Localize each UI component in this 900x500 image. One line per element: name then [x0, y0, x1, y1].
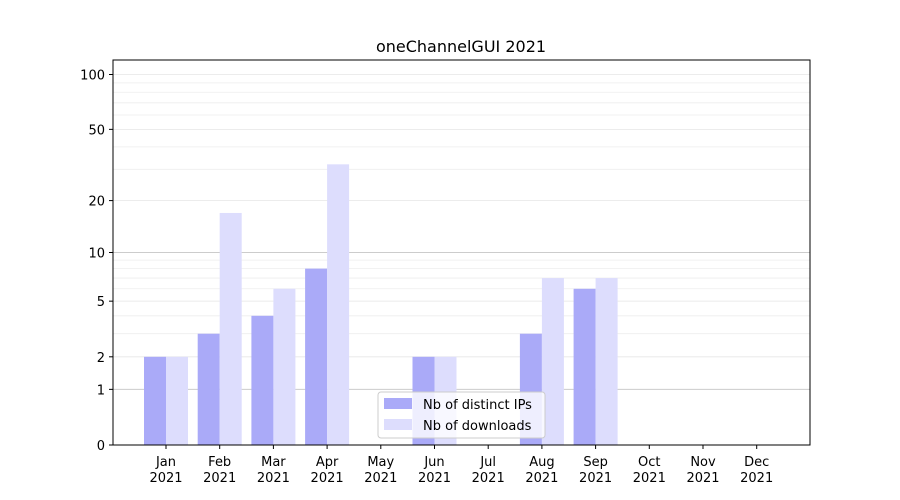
legend-swatch: [384, 419, 412, 430]
x-tick-label-year: 2021: [579, 471, 612, 486]
legend-box: [377, 391, 546, 439]
bar-ips-jan: [144, 356, 166, 445]
x-tick-label-month: Feb: [208, 455, 231, 470]
x-tick-label-month: Mar: [261, 455, 286, 470]
x-tick-label-month: Oct: [638, 455, 660, 470]
bar-downloads-mar: [273, 288, 296, 445]
y-tick-label: 5: [97, 295, 105, 310]
chart-title: oneChannelGUI 2021: [376, 37, 546, 56]
y-tick-label: 1: [97, 383, 105, 398]
bar-ips-feb: [197, 333, 220, 445]
y-tick-label: 100: [80, 69, 105, 84]
bar-ips-mar: [251, 315, 274, 445]
y-tick-label: 0: [97, 439, 105, 454]
x-tick-label-month: Nov: [690, 455, 716, 470]
x-tick-label-year: 2021: [686, 471, 719, 486]
legend-label: Nb of downloads: [423, 419, 532, 434]
x-tick-label-month: Jan: [155, 455, 176, 470]
x-tick-label-year: 2021: [633, 471, 666, 486]
x-tick-label-year: 2021: [311, 471, 344, 486]
bar-ips-sep: [573, 288, 596, 445]
x-tick-label-year: 2021: [525, 471, 558, 486]
bar-downloads-aug: [541, 278, 564, 445]
x-tick-label-month: Jul: [479, 455, 496, 470]
x-tick-label-month: Apr: [316, 455, 339, 470]
legend: Nb of distinct IPs Nb of downloads: [377, 391, 546, 439]
bar-downloads-apr: [327, 164, 350, 445]
x-axis: Jan2021Feb2021Mar2021Apr2021May2021Jun20…: [149, 445, 773, 486]
legend-swatch: [384, 398, 412, 409]
y-tick-label: 50: [88, 123, 105, 138]
bar-ips-apr: [305, 268, 328, 445]
x-tick-label-month: Dec: [744, 455, 769, 470]
x-tick-label-month: May: [367, 455, 394, 470]
y-tick-label: 10: [88, 247, 105, 262]
x-tick-label-year: 2021: [149, 471, 182, 486]
x-tick-label-year: 2021: [257, 471, 290, 486]
x-tick-label-month: Jun: [423, 455, 444, 470]
y-tick-label: 2: [97, 351, 105, 366]
y-axis: 0 1 2 5 10 20 50 100: [80, 69, 113, 454]
x-tick-label-year: 2021: [740, 471, 773, 486]
bar-downloads-feb: [219, 212, 242, 445]
x-tick-label-year: 2021: [418, 471, 451, 486]
x-tick-label-year: 2021: [364, 471, 397, 486]
bar-downloads-jan: [166, 356, 188, 445]
legend-label: Nb of distinct IPs: [423, 398, 532, 413]
x-tick-label-year: 2021: [472, 471, 505, 486]
x-tick-label-month: Sep: [583, 455, 608, 470]
bar-downloads-sep: [595, 278, 618, 445]
y-tick-label: 20: [88, 195, 105, 210]
x-tick-label-month: Aug: [529, 455, 554, 470]
x-tick-label-year: 2021: [203, 471, 236, 486]
